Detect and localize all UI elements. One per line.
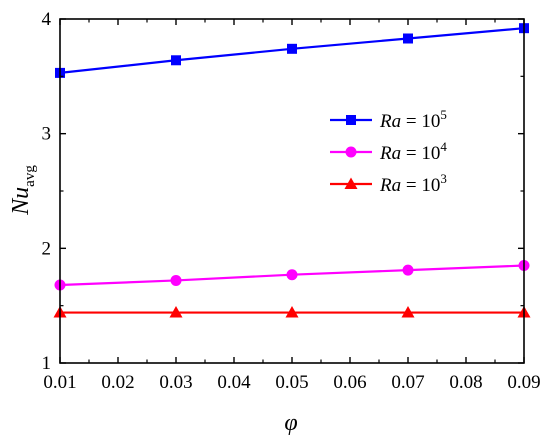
legend-label-exp: 5 [440, 107, 447, 122]
data-point [401, 306, 415, 318]
data-point [170, 274, 182, 286]
legend-label-base: Ra [379, 175, 401, 196]
data-point [169, 306, 183, 318]
legend-item-0: Ra = 105 [330, 107, 447, 132]
x-tick-label: 0.09 [507, 372, 540, 393]
y-tick-label: 4 [42, 9, 52, 30]
legend-label-eq: = 10 [401, 111, 440, 132]
legend-marker [345, 146, 357, 158]
series-0 [55, 23, 529, 78]
legend-label-base: Ra [379, 143, 401, 164]
y-tick-label: 3 [42, 124, 52, 145]
legend-label-exp: 3 [440, 171, 447, 186]
legend-marker [346, 115, 356, 125]
y-axis-title: Nuavg [8, 165, 38, 216]
data-point [285, 306, 299, 318]
legend-label-eq: = 10 [401, 143, 440, 164]
legend-label-eq: = 10 [401, 175, 440, 196]
x-tick-label: 0.05 [275, 372, 308, 393]
legend-label: Ra = 105 [379, 107, 447, 132]
series-layer [53, 23, 531, 318]
x-axis-title: φ [284, 410, 297, 436]
data-point [286, 269, 298, 281]
data-point [402, 264, 414, 276]
series-2 [53, 306, 531, 318]
y-tick-label: 1 [42, 353, 52, 374]
x-tick-label: 0.02 [101, 372, 134, 393]
x-tick-label: 0.07 [391, 372, 424, 393]
data-point [287, 43, 297, 54]
legend-label-base: Ra [379, 111, 401, 132]
series-1 [54, 260, 530, 291]
x-tick-label: 0.03 [159, 372, 192, 393]
legend-item-2: Ra = 103 [330, 171, 447, 196]
legend-label: Ra = 103 [379, 171, 447, 196]
data-point [403, 33, 413, 44]
legend-item-1: Ra = 104 [330, 139, 447, 164]
axes: 0.01 0.02 0.03 0.04 0.05 0.06 0.07 0.08 0.09 1 2 3 4 [42, 9, 541, 393]
legend-marker [344, 177, 358, 189]
y-axis-title-main: Nu [8, 187, 34, 216]
legend-label: Ra = 104 [379, 139, 447, 164]
y-axis-title-sub: avg [22, 165, 38, 187]
x-tick-label: 0.01 [43, 372, 76, 393]
legend-label-exp: 4 [440, 139, 447, 154]
x-tick-label: 0.08 [449, 372, 482, 393]
x-tick-label: 0.06 [333, 372, 366, 393]
y-tick-label: 2 [42, 238, 52, 259]
data-point [171, 55, 181, 66]
x-tick-label: 0.04 [217, 372, 251, 393]
